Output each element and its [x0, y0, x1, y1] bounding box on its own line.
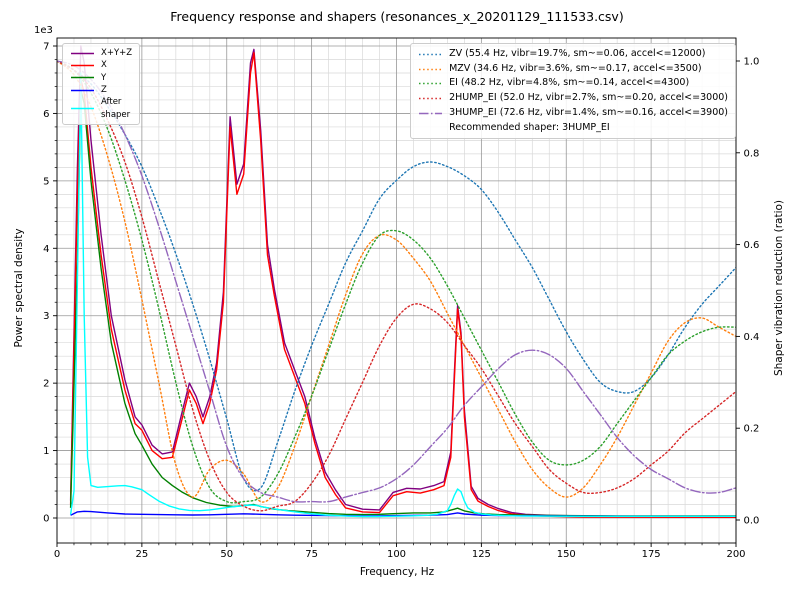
legend-item-EI: EI (48.2 Hz, vibr=4.8%, sm~=0.14, accel<… — [418, 76, 728, 91]
legend-item-recommended: Recommended shaper: 3HUMP_EI — [418, 121, 728, 136]
legend-swatch — [71, 64, 94, 67]
y-axis-label-right: Shaper vibration reduction (ratio) — [773, 199, 785, 377]
legend-label: ZV (55.4 Hz, vibr=19.7%, sm~=0.06, accel… — [449, 48, 706, 59]
y-right-tick-label: 0.2 — [744, 424, 760, 435]
x-axis-label: Frequency, Hz — [359, 566, 435, 578]
legend-item-z: Z — [70, 84, 132, 96]
legend-label: X+Y+Z — [101, 48, 133, 58]
legend-label: 3HUMP_EI (72.6 Hz, vibr=1.4%, sm~=0.16, … — [449, 106, 728, 118]
legend-item-MZV: MZV (34.6 Hz, vibr=3.6%, sm~=0.17, accel… — [418, 62, 728, 77]
series-sum — [69, 45, 736, 518]
legend-item-ZV: ZV (55.4 Hz, vibr=19.7%, sm~=0.06, accel… — [418, 47, 728, 62]
legend-label: 2HUMP_EI (52.0 Hz, vibr=2.7%, sm~=0.20, … — [449, 92, 728, 104]
series-shaper-3HUMP_EI — [57, 60, 736, 503]
legend-item-after_shaper: After shaper — [70, 96, 132, 121]
series-lines — [57, 45, 736, 518]
legend-label: EI (48.2 Hz, vibr=4.8%, sm~=0.14, accel<… — [449, 77, 690, 89]
legend-swatch — [419, 83, 443, 85]
series-x — [69, 52, 736, 518]
y-axis-offset-label: 1e3 — [34, 25, 53, 36]
legend-swatch — [419, 68, 443, 70]
y-right-tick-label: 0.0 — [744, 516, 760, 527]
tick-labels: 0 25 50 75 100 125 150 175 200 0 1 2 3 4 5 6 7 0.0 0.2 0.4 0… — [43, 42, 759, 561]
y-axis-label-left: Power spectral density — [13, 228, 25, 348]
x-tick-label: 200 — [726, 549, 745, 560]
legend-label: Z — [101, 84, 107, 95]
legend-label: X — [101, 60, 107, 71]
legend-swatch — [419, 97, 443, 100]
x-tick-label: 75 — [305, 549, 318, 560]
y-right-tick-label: 0.4 — [744, 332, 760, 343]
legend-swatch — [419, 53, 443, 56]
legend-swatch — [419, 112, 443, 114]
x-tick-label: 50 — [220, 549, 233, 560]
legend-swatch — [71, 89, 94, 91]
legend-label: MZV (34.6 Hz, vibr=3.6%, sm~=0.17, accel… — [449, 62, 702, 74]
y-left-tick-label: 5 — [43, 176, 49, 187]
y-right-tick-label: 0.6 — [744, 240, 760, 251]
legend-swatch — [71, 107, 94, 110]
series-after_shaper — [69, 72, 736, 518]
legend-swatch — [71, 52, 94, 54]
legend-item-sum: X+Y+Z — [70, 47, 132, 59]
x-tick-label: 25 — [136, 549, 149, 560]
chart-title: Frequency response and shapers (resonanc… — [170, 9, 624, 24]
x-tick-label: 100 — [387, 549, 406, 560]
series-shaper-EI — [57, 60, 736, 504]
legend-item-3HUMP_EI: 3HUMP_EI (72.6 Hz, vibr=1.4%, sm~=0.16, … — [418, 106, 728, 121]
legend-swatch — [71, 77, 94, 79]
x-tick-label: 125 — [472, 549, 491, 560]
y-left-tick-label: 7 — [43, 42, 49, 53]
legend-psd: X+Y+Z X Y Z After shaper — [62, 43, 141, 125]
legend-item-2HUMP_EI: 2HUMP_EI (52.0 Hz, vibr=2.7%, sm~=0.20, … — [418, 91, 728, 106]
legend-swatch-blank — [418, 123, 443, 132]
y-right-tick-label: 1.0 — [744, 57, 760, 68]
legend-label: Y — [101, 72, 107, 83]
y-left-tick-label: 1 — [43, 446, 49, 457]
y-left-tick-label: 0 — [43, 514, 49, 525]
y-left-tick-label: 6 — [43, 109, 49, 120]
series-shaper-2HUMP_EI — [57, 60, 736, 512]
legend-item-y: Y — [70, 72, 132, 84]
legend-label: Recommended shaper: 3HUMP_EI — [449, 121, 610, 133]
y-left-tick-label: 3 — [43, 311, 49, 322]
legend-item-x: X — [70, 59, 132, 71]
legend-shapers: ZV (55.4 Hz, vibr=19.7%, sm~=0.06, accel… — [410, 43, 736, 140]
x-tick-label: 150 — [557, 549, 576, 560]
series-shaper-ZV — [57, 60, 736, 492]
x-tick-label: 175 — [642, 549, 661, 560]
axes — [53, 37, 740, 547]
y-left-tick-label: 4 — [43, 244, 49, 255]
x-tick-label: 0 — [54, 549, 60, 560]
legend-label: After shaper — [101, 97, 131, 120]
y-left-tick-label: 2 — [43, 379, 49, 390]
series-shaper-MZV — [57, 60, 736, 503]
y-right-tick-label: 0.8 — [744, 148, 760, 159]
